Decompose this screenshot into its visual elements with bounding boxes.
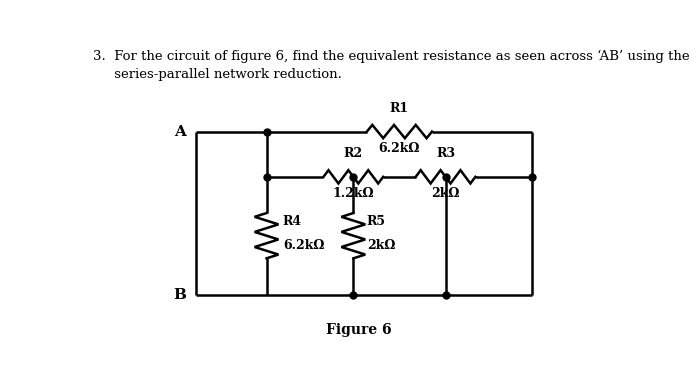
Text: R2: R2 xyxy=(344,147,363,160)
Text: Figure 6: Figure 6 xyxy=(326,323,391,337)
Text: A: A xyxy=(174,125,186,138)
Text: series-parallel network reduction.: series-parallel network reduction. xyxy=(93,68,342,81)
Text: R4: R4 xyxy=(283,215,302,228)
Text: 2kΩ: 2kΩ xyxy=(367,239,395,252)
Text: 1.2kΩ: 1.2kΩ xyxy=(332,187,374,200)
Text: R3: R3 xyxy=(436,147,455,160)
Text: 2kΩ: 2kΩ xyxy=(431,187,460,200)
Text: 3.  For the circuit of figure 6, find the equivalent resistance as seen across ‘: 3. For the circuit of figure 6, find the… xyxy=(93,50,690,63)
Text: R5: R5 xyxy=(367,215,386,228)
Text: R1: R1 xyxy=(390,102,409,115)
Text: B: B xyxy=(173,288,186,301)
Text: 6.2kΩ: 6.2kΩ xyxy=(379,142,420,155)
Text: 6.2kΩ: 6.2kΩ xyxy=(283,239,324,252)
